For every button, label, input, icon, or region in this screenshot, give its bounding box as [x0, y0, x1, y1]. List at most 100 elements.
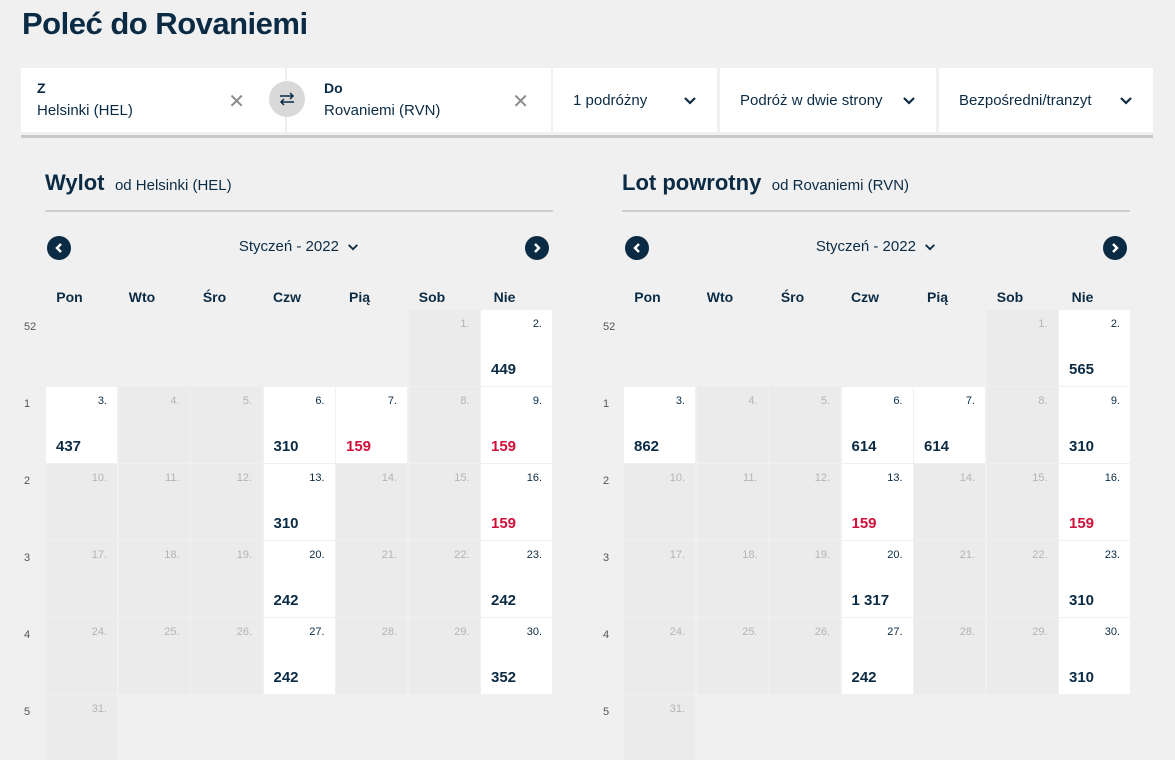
- weekday-label: Nie: [1071, 289, 1094, 305]
- calendar-day: 14.: [336, 464, 407, 540]
- calendar-day[interactable]: 30. 352: [481, 618, 552, 694]
- calendar-day: 12.: [769, 464, 840, 540]
- week-number: 1: [24, 398, 31, 410]
- calendar-day: 28.: [914, 618, 985, 694]
- day-price: 159: [491, 515, 517, 532]
- outbound-title: Wylot: [45, 170, 105, 195]
- calendar-day[interactable]: 7. 159: [336, 387, 407, 463]
- calendar-day: 22.: [408, 541, 480, 617]
- calendar-day: 22.: [986, 541, 1058, 617]
- outbound-month-select[interactable]: Styczeń - 2022: [45, 238, 553, 255]
- calendar-day[interactable]: 9. 310: [1059, 387, 1130, 463]
- calendar-day[interactable]: 16. 159: [1059, 464, 1130, 540]
- calendar-day: 19.: [191, 541, 262, 617]
- weekday-label: Śro: [202, 289, 227, 305]
- swap-direction-button[interactable]: [269, 81, 305, 117]
- weekday-label: Pon: [56, 289, 83, 305]
- outbound-subtitle: od Helsinki (HEL): [114, 177, 232, 194]
- weekday-label: Nie: [493, 289, 516, 305]
- week-number: 3: [603, 552, 610, 564]
- weekday-label: Sob: [996, 289, 1024, 305]
- day-number: 18.: [164, 549, 180, 561]
- calendar-day: 31.: [46, 695, 117, 760]
- calendar-day[interactable]: 6. 614: [841, 387, 913, 463]
- day-number: 10.: [91, 472, 107, 484]
- day-price: 310: [273, 515, 299, 532]
- calendar-day[interactable]: 2. 565: [1059, 310, 1130, 386]
- calendar-day: 11.: [696, 464, 768, 540]
- calendar-day: 1.: [986, 310, 1058, 386]
- week-number: 1: [603, 398, 610, 410]
- day-number: 7.: [965, 395, 975, 407]
- chevron-left-icon: [55, 243, 62, 253]
- day-number: 23.: [1104, 549, 1120, 561]
- calendar-day[interactable]: 13. 310: [263, 464, 335, 540]
- to-field[interactable]: Do Rovaniemi (RVN) ✕: [287, 68, 551, 132]
- day-number: 30.: [526, 626, 542, 638]
- calendar-day: 24.: [624, 618, 695, 694]
- trip-type-dropdown[interactable]: Podróż w dwie strony: [720, 68, 936, 132]
- calendar-day: 17.: [624, 541, 695, 617]
- outbound-month-nav: Styczeń - 2022: [45, 236, 553, 260]
- calendar-day[interactable]: 20. 1 317: [841, 541, 913, 617]
- weekday-label: Pon: [634, 289, 661, 305]
- day-number: 5.: [820, 395, 830, 407]
- return-month-label: Styczeń - 2022: [815, 238, 916, 255]
- day-number: 31.: [669, 703, 685, 715]
- day-number: 7.: [387, 395, 397, 407]
- weekday-label: Śro: [780, 289, 805, 305]
- day-number: 8.: [460, 395, 470, 407]
- calendar-day[interactable]: 16. 159: [481, 464, 552, 540]
- day-price: 449: [491, 361, 517, 378]
- day-price: 242: [491, 592, 517, 609]
- calendar-day[interactable]: 23. 242: [481, 541, 552, 617]
- day-number: 19.: [814, 549, 830, 561]
- calendar-day[interactable]: 7. 614: [914, 387, 985, 463]
- calendar-day[interactable]: 27. 242: [841, 618, 913, 694]
- calendar-day[interactable]: 9. 159: [481, 387, 552, 463]
- day-number: 21.: [959, 549, 975, 561]
- day-number: 4.: [170, 395, 180, 407]
- travelers-dropdown[interactable]: 1 podróżny: [553, 68, 717, 132]
- clear-to-icon[interactable]: ✕: [512, 91, 529, 113]
- chevron-down-icon: [903, 97, 915, 105]
- day-price: 242: [851, 669, 877, 686]
- return-prev-month-button[interactable]: [625, 236, 649, 260]
- calendar-day[interactable]: 6. 310: [263, 387, 335, 463]
- day-number: 20.: [887, 549, 903, 561]
- clear-from-icon[interactable]: ✕: [228, 91, 245, 113]
- stops-dropdown[interactable]: Bezpośredni/tranzyt: [939, 68, 1153, 132]
- return-month-select[interactable]: Styczeń - 2022: [622, 238, 1130, 255]
- day-number: 18.: [742, 549, 758, 561]
- calendar-day[interactable]: 27. 242: [263, 618, 335, 694]
- calendar-day[interactable]: 30. 310: [1059, 618, 1130, 694]
- day-number: 14.: [959, 472, 975, 484]
- day-number: 5.: [242, 395, 252, 407]
- calendar-day[interactable]: 3. 437: [46, 387, 117, 463]
- day-number: 26.: [814, 626, 830, 638]
- calendar-day[interactable]: 13. 159: [841, 464, 913, 540]
- calendar-day: 8.: [408, 387, 480, 463]
- calendar-day: 10.: [624, 464, 695, 540]
- calendar-day: 12.: [191, 464, 262, 540]
- outbound-prev-month-button[interactable]: [47, 236, 71, 260]
- day-number: 3.: [97, 395, 107, 407]
- calendar-day: 18.: [696, 541, 768, 617]
- day-number: 1.: [1038, 318, 1048, 330]
- day-price: 565: [1069, 361, 1095, 378]
- outbound-next-month-button[interactable]: [525, 236, 549, 260]
- calendar-day[interactable]: 2. 449: [481, 310, 552, 386]
- from-value[interactable]: Helsinki (HEL): [37, 102, 133, 119]
- from-field[interactable]: Z Helsinki (HEL) ✕: [21, 68, 285, 132]
- calendar-day: 25.: [696, 618, 768, 694]
- return-next-month-button[interactable]: [1103, 236, 1127, 260]
- calendar-day: 4.: [118, 387, 190, 463]
- day-number: 15.: [454, 472, 470, 484]
- week-number: 2: [24, 475, 31, 487]
- calendar-day[interactable]: 23. 310: [1059, 541, 1130, 617]
- calendar-day[interactable]: 20. 242: [263, 541, 335, 617]
- calendar-day[interactable]: 3. 862: [624, 387, 695, 463]
- day-number: 27.: [309, 626, 325, 638]
- to-value[interactable]: Rovaniemi (RVN): [324, 102, 441, 119]
- return-panel-header: Lot powrotny od Rovaniemi (RVN): [622, 170, 1130, 212]
